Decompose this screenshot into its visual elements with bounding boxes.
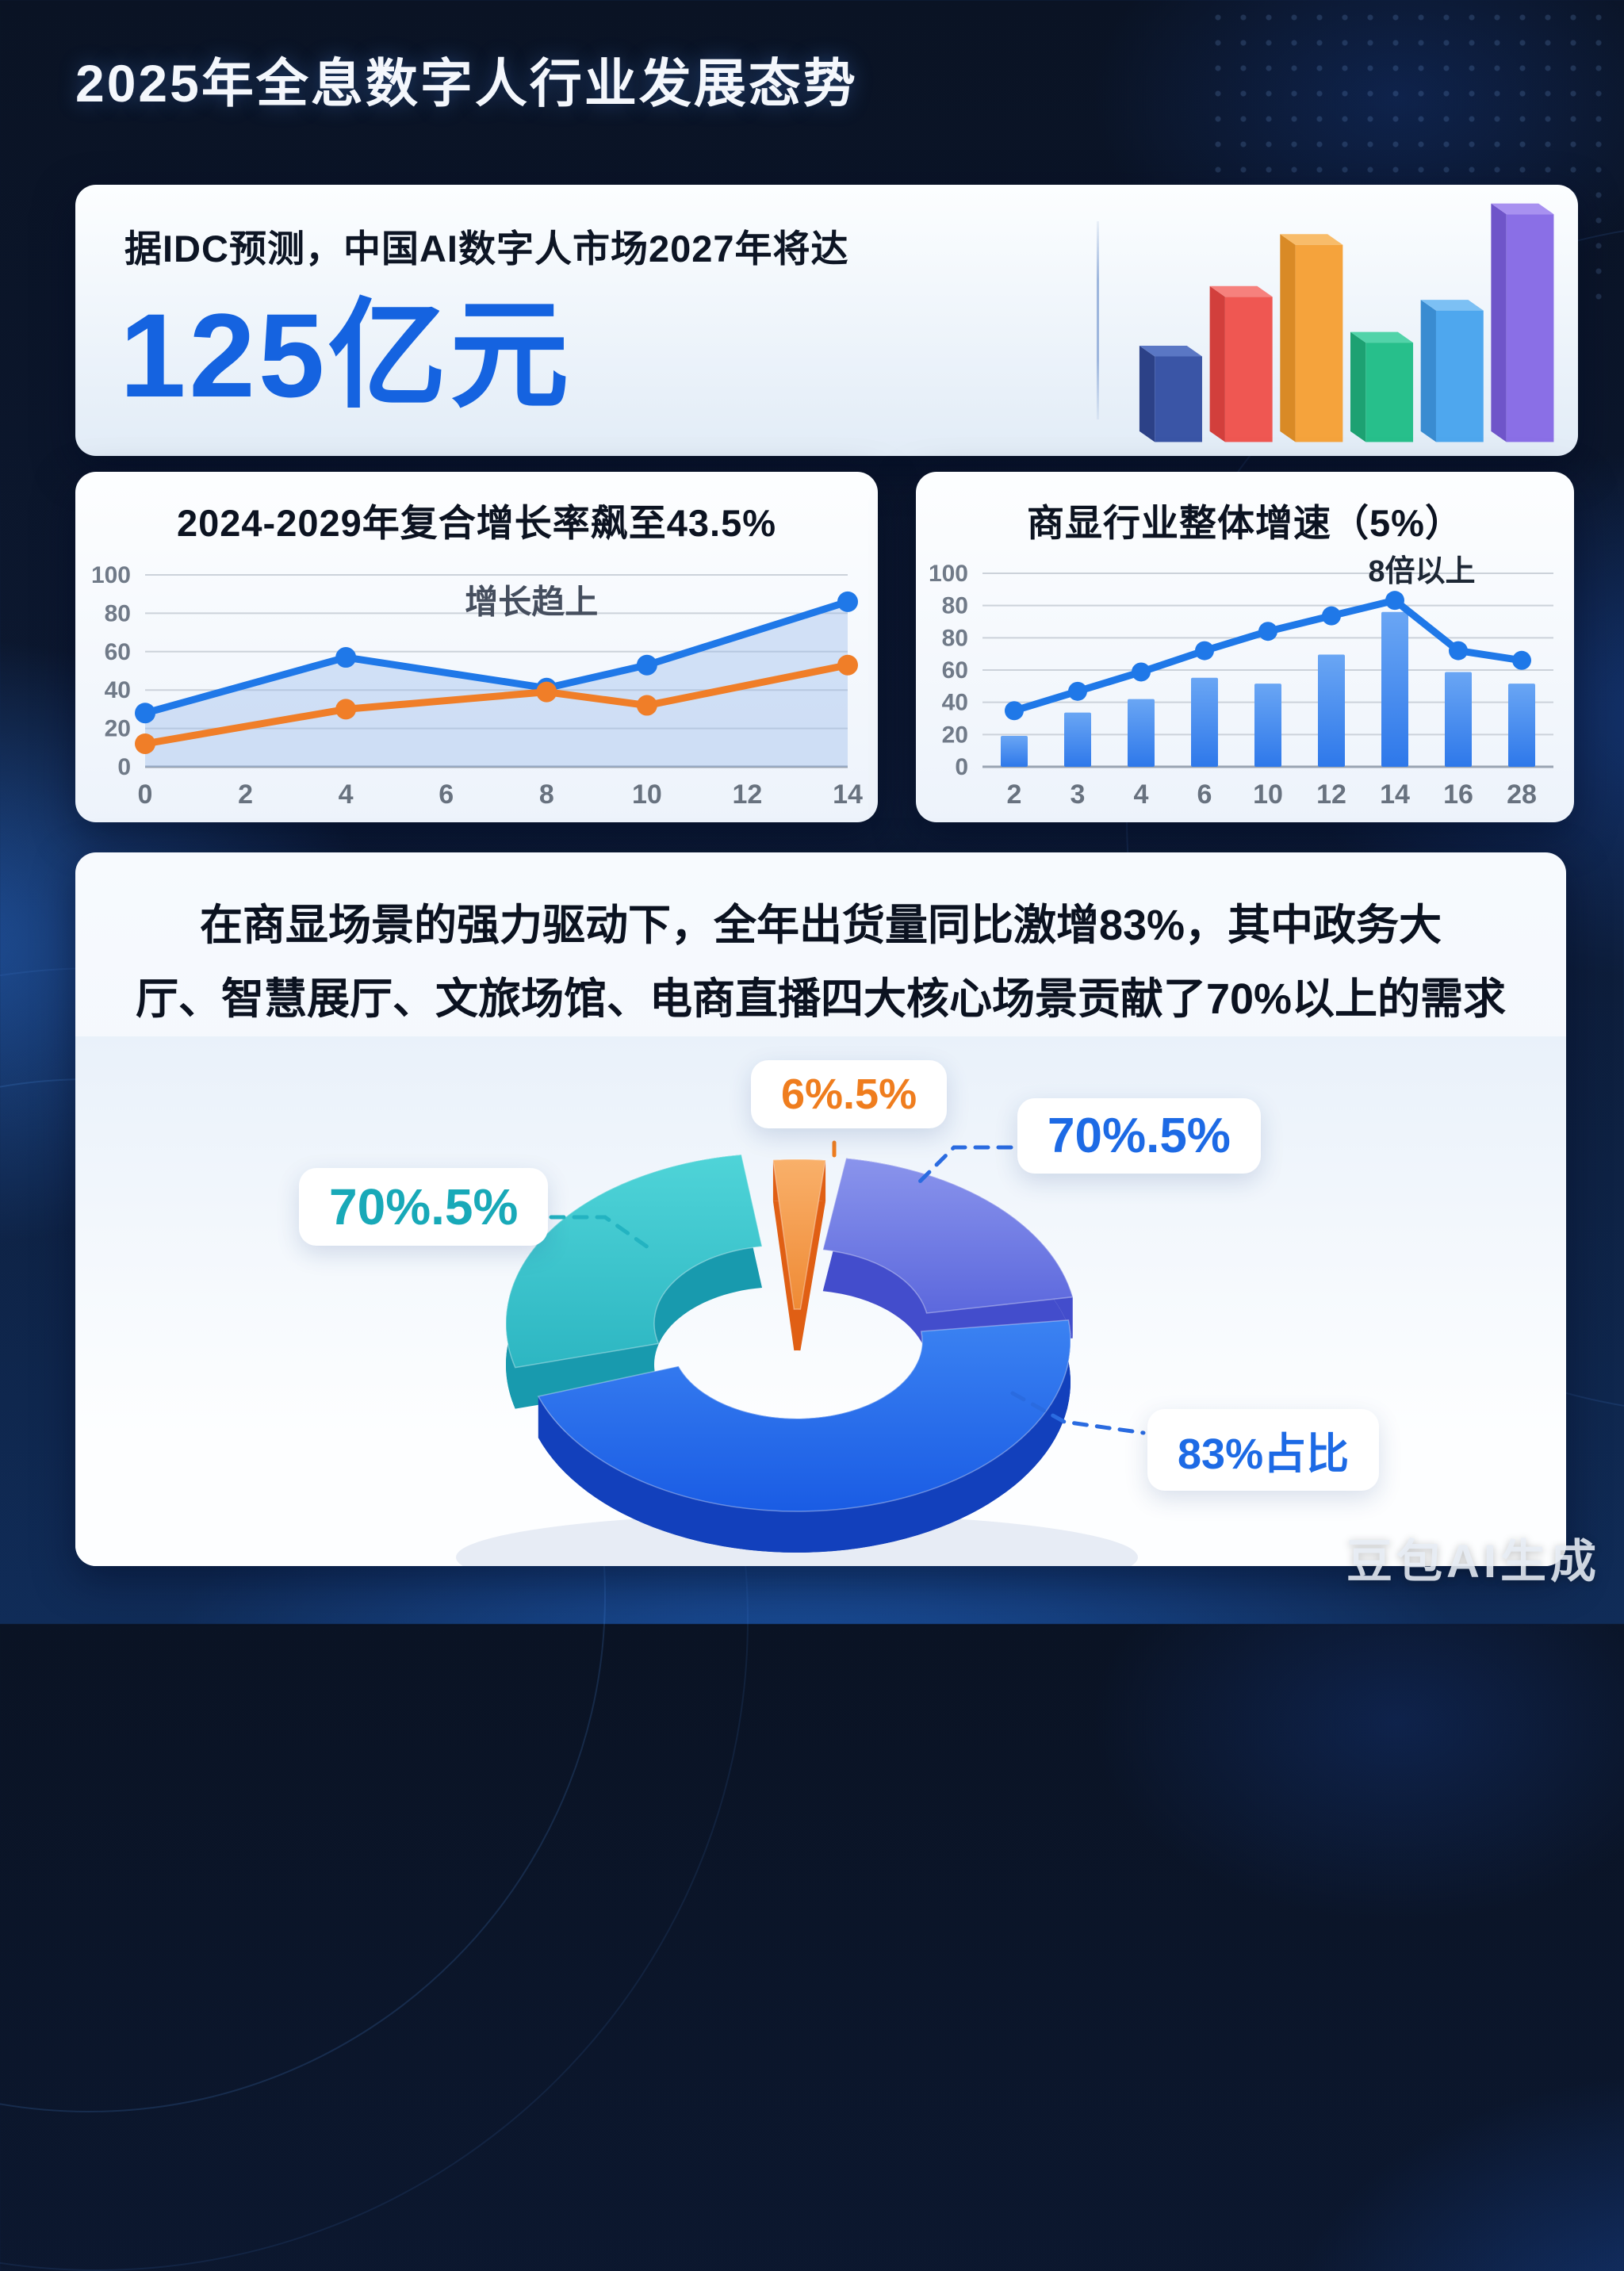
svg-text:80: 80 — [942, 593, 968, 619]
donut-label-left-text: 70%.5% — [329, 1178, 519, 1235]
svg-text:0: 0 — [955, 754, 968, 780]
donut-label-bottom: 83%占比 — [1147, 1409, 1380, 1491]
svg-text:100: 100 — [929, 561, 968, 587]
3d-bar-chart-icon — [1128, 196, 1572, 451]
donut-label-top: 6%.5% — [751, 1060, 948, 1128]
svg-text:3: 3 — [1071, 779, 1086, 810]
display-growth-bar-chart: 100 80 80 60 40 20 0 2 3 4 6 10 12 14 16 28 8倍以上 — [929, 555, 1553, 810]
svg-text:8倍以上: 8倍以上 — [1368, 555, 1475, 588]
svg-text:20: 20 — [942, 722, 968, 748]
svg-text:28: 28 — [1507, 779, 1537, 810]
svg-text:2: 2 — [238, 779, 253, 810]
svg-text:0: 0 — [138, 779, 153, 810]
display-growth-card: 商显行业整体增速（5%） 100 80 80 60 40 20 0 2 3 4 6 10 12 14 16 2… — [916, 472, 1574, 822]
display-growth-title: 商显行业整体增速（5%） — [1027, 502, 1463, 544]
hero-card: 据IDC预测，中国AI数字人市场2027年将达 125亿元 — [75, 185, 1578, 456]
svg-text:40: 40 — [942, 690, 968, 716]
donut-label-bottom-text: 83%占比 — [1178, 1430, 1350, 1478]
svg-text:60: 60 — [105, 639, 131, 665]
svg-text:4: 4 — [339, 779, 354, 810]
svg-text:2: 2 — [1007, 779, 1022, 810]
svg-text:8: 8 — [539, 779, 554, 810]
donut-chart-zone: 70%.5% 6%.5% 70%.5% 83%占比 — [75, 1036, 1566, 1566]
svg-text:6: 6 — [439, 779, 454, 810]
svg-text:80: 80 — [942, 625, 968, 651]
donut-label-top-text: 6%.5% — [781, 1070, 917, 1118]
svg-text:10: 10 — [632, 779, 662, 810]
cagr-card-title: 2024-2029年复合增长率飙至43.5% — [176, 502, 777, 544]
cagr-card: 2024-2029年复合增长率飙至43.5% 100 80 60 40 20 0 0 2 4 6 8… — [75, 472, 878, 822]
svg-text:16: 16 — [1443, 779, 1473, 810]
svg-text:60: 60 — [942, 657, 968, 684]
svg-text:14: 14 — [1380, 779, 1410, 810]
donut-label-left: 70%.5% — [299, 1168, 549, 1246]
svg-text:20: 20 — [105, 716, 131, 742]
svg-text:4: 4 — [1134, 779, 1149, 810]
svg-text:增长趋上: 增长趋上 — [465, 583, 598, 620]
watermark: 豆包AI生成 — [1346, 1536, 1601, 1587]
divider — [1097, 221, 1099, 419]
hero-value: 125亿元 — [120, 289, 573, 422]
svg-text:10: 10 — [1253, 779, 1283, 810]
svg-text:80: 80 — [105, 600, 131, 626]
insight-line-1: 在商显场景的强力驱动下，全年出货量同比激增83%，其中政务大 — [199, 902, 1442, 949]
svg-text:0: 0 — [117, 754, 131, 780]
page-title: 2025年全息数字人行业发展态势 — [75, 54, 858, 113]
donut-label-right: 70%.5% — [1017, 1098, 1261, 1174]
hero-subtitle: 据IDC预测，中国AI数字人市场2027年将达 — [124, 228, 849, 270]
insight-line-2: 厅、智慧展厅、文旅场馆、电商直播四大核心场景贡献了70%以上的需求 — [135, 975, 1507, 1023]
svg-text:40: 40 — [105, 677, 131, 703]
scene-card: 在商显场景的强力驱动下，全年出货量同比激增83%，其中政务大 厅、智慧展厅、文旅… — [75, 852, 1566, 1566]
svg-text:6: 6 — [1197, 779, 1212, 810]
donut-label-right-text: 70%.5% — [1048, 1109, 1231, 1163]
svg-text:12: 12 — [1316, 779, 1346, 810]
scene-donut-chart — [456, 1140, 1146, 1566]
svg-text:12: 12 — [733, 779, 763, 810]
svg-text:100: 100 — [91, 562, 131, 588]
cagr-line-chart: 100 80 60 40 20 00 2 4 6 8 10 12 14 增长趋上 — [91, 562, 863, 810]
svg-text:14: 14 — [833, 779, 863, 810]
